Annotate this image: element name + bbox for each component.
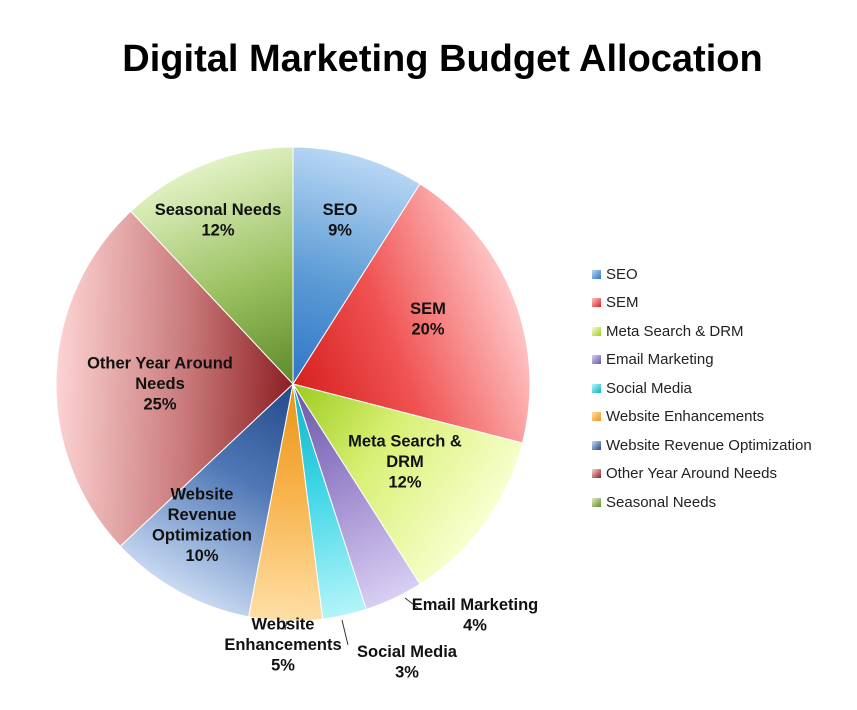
chart-title: Digital Marketing Budget Allocation xyxy=(122,38,763,80)
slice-label-social-media: Social Media 3% xyxy=(357,643,458,682)
leader-line-website-enhancements xyxy=(284,620,288,631)
legend-label: Social Media xyxy=(606,379,692,397)
slice-label-seo: SEO 9% xyxy=(323,201,358,240)
legend-item-email-marketing: Email Marketing xyxy=(592,346,812,375)
legend-swatch xyxy=(592,355,601,365)
leader-lines xyxy=(284,597,419,646)
slice-labels: SEO 9% SEM 20% Meta Search & DRM 12% Email Mark… xyxy=(87,201,539,682)
legend-label: Meta Search & DRM xyxy=(606,322,744,340)
legend-label: Other Year Around Needs xyxy=(606,465,777,483)
legend-swatch xyxy=(592,383,601,393)
chart-legend: SEO SEM Meta Search & DRM Email Marketing So… xyxy=(592,260,812,517)
legend-item-social-media: Social Media xyxy=(592,374,812,403)
slice-label-website-enhancements: Website Enhancements 5% xyxy=(224,616,341,675)
legend-swatch xyxy=(592,469,601,479)
leader-line-social-media xyxy=(341,619,349,646)
slice-label-other-year-around-needs: Other Year Around Needs 25% xyxy=(87,355,233,414)
legend-swatch xyxy=(592,326,601,336)
legend-item-website-enhancements: Website Enhancements xyxy=(592,403,812,432)
pie-slice-website-revenue-optimization xyxy=(119,382,294,618)
slice-label-meta-search-drm: Meta Search & DRM 12% xyxy=(348,433,462,492)
slice-label-seasonal-needs: Seasonal Needs 12% xyxy=(155,201,282,240)
legend-item-seasonal-needs: Seasonal Needs xyxy=(592,488,812,517)
legend-label: SEO xyxy=(606,265,638,283)
legend-swatch xyxy=(592,269,601,279)
legend-item-seo: SEO xyxy=(592,260,812,289)
leader-line-email-marketing xyxy=(404,597,419,609)
legend-label: Seasonal Needs xyxy=(606,493,717,511)
legend-swatch xyxy=(592,298,601,308)
legend-item-meta-search-drm: Meta Search & DRM xyxy=(592,317,812,346)
legend-label: Email Marketing xyxy=(606,351,714,369)
pie-slice-other-year-around-needs xyxy=(55,210,294,547)
legend-label: SEM xyxy=(606,294,639,312)
pie-slice-meta-search-drm xyxy=(291,383,524,585)
slice-label-sem: SEM 20% xyxy=(410,300,446,339)
pie-slices xyxy=(55,146,531,622)
legend-label: Website Enhancements xyxy=(606,408,765,426)
legend-item-other-year-around-needs: Other Year Around Needs xyxy=(592,460,812,489)
pie-slice-seo xyxy=(292,146,421,386)
pie-slice-sem xyxy=(292,183,531,444)
legend-swatch xyxy=(592,440,601,450)
legend-item-sem: SEM xyxy=(592,289,812,318)
pie-slice-seasonal-needs xyxy=(130,146,294,386)
legend-swatch xyxy=(592,412,601,422)
legend-item-website-revenue-optimization: Website Revenue Optimization xyxy=(592,431,812,460)
slice-label-website-revenue-optimization: Website Revenue Optimization 10% xyxy=(152,485,252,565)
slice-label-email-marketing: Email Marketing 4% xyxy=(412,596,539,635)
legend-swatch xyxy=(592,497,601,507)
legend-label: Website Revenue Optimization xyxy=(606,436,812,454)
